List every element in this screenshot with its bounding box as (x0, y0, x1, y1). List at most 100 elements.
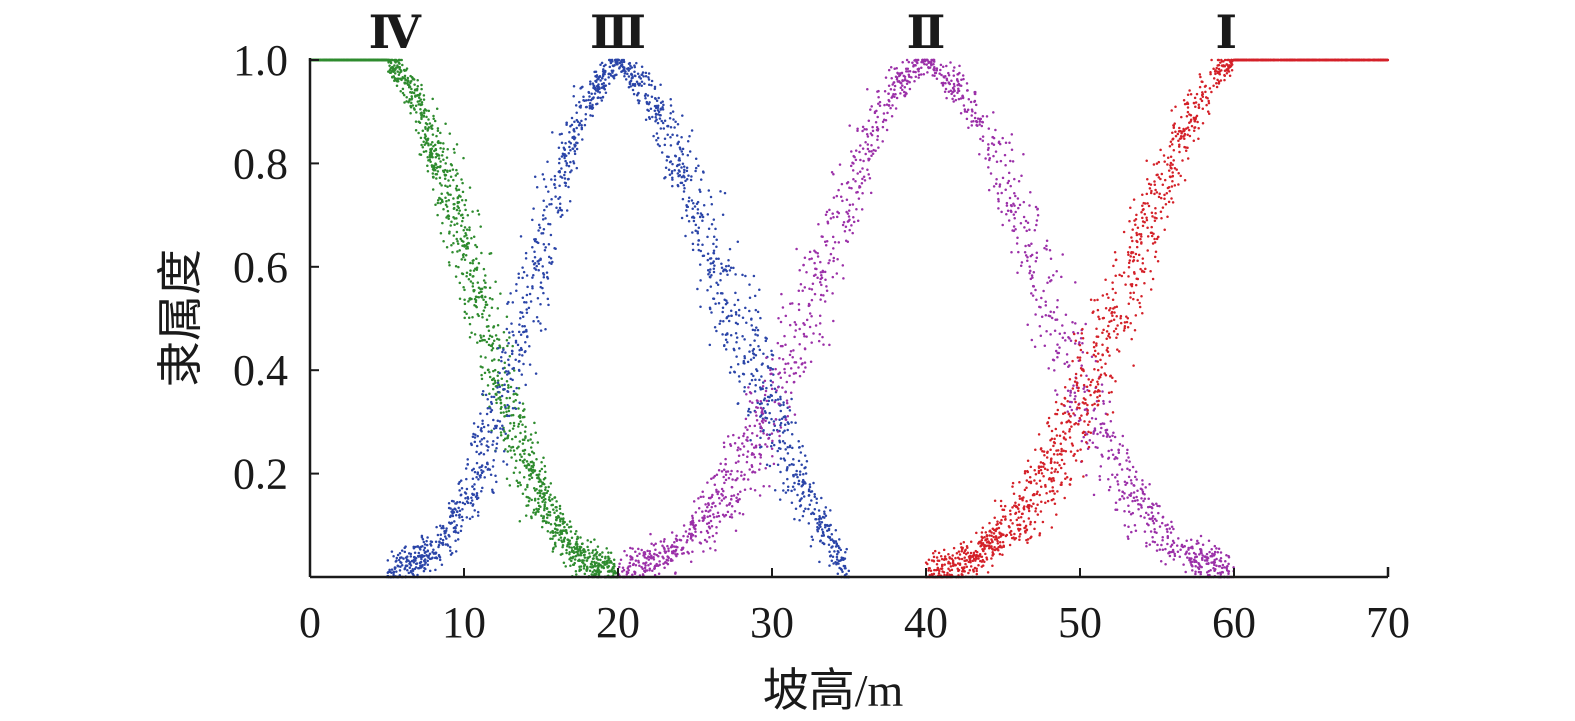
data-point (454, 265, 458, 268)
data-point (819, 271, 823, 274)
data-point (981, 114, 985, 118)
data-point (420, 87, 423, 91)
data-point (461, 518, 464, 522)
data-point (930, 60, 933, 64)
data-point (474, 304, 478, 308)
data-point (792, 457, 795, 461)
data-point (480, 427, 483, 430)
data-point (542, 495, 545, 499)
data-point (633, 70, 636, 73)
data-point (847, 569, 851, 573)
data-point (563, 181, 567, 184)
data-point (798, 519, 801, 522)
data-point (1123, 524, 1127, 527)
data-point (388, 64, 391, 67)
data-point (418, 99, 421, 103)
data-point (548, 223, 552, 226)
data-point (693, 527, 696, 530)
data-point (758, 386, 762, 389)
data-point (1160, 543, 1163, 547)
data-point (541, 214, 545, 217)
data-point (573, 547, 577, 551)
data-point (987, 127, 991, 130)
data-point (1122, 497, 1126, 500)
data-point (692, 219, 696, 223)
data-point (573, 136, 577, 140)
data-point (541, 265, 544, 268)
data-point (595, 85, 599, 88)
data-point (454, 502, 457, 505)
data-point (1155, 519, 1158, 522)
data-point (709, 195, 713, 199)
data-point (480, 469, 483, 472)
data-point (631, 573, 634, 577)
data-point (1132, 491, 1136, 494)
data-point (778, 498, 782, 501)
data-point (505, 327, 509, 331)
data-point (1032, 285, 1035, 288)
data-point (870, 143, 873, 147)
data-point (1152, 521, 1156, 525)
data-point (771, 357, 774, 361)
data-point (511, 406, 515, 410)
data-point (829, 509, 832, 512)
data-point (733, 348, 736, 352)
data-point (1063, 362, 1066, 365)
data-point (1185, 551, 1188, 555)
data-point (455, 217, 458, 220)
data-point (557, 209, 560, 212)
data-point (539, 285, 542, 289)
data-point (452, 216, 455, 219)
data-point (454, 539, 457, 543)
data-point (1114, 501, 1118, 505)
data-point (409, 106, 413, 109)
data-point (1004, 188, 1007, 191)
data-point (498, 371, 501, 375)
data-point (542, 291, 545, 295)
data-point (673, 126, 676, 129)
data-point (450, 220, 453, 224)
data-point (409, 112, 412, 115)
data-point (537, 319, 540, 323)
data-point (980, 124, 984, 128)
data-point (505, 339, 509, 342)
data-point (992, 111, 995, 114)
data-point (483, 371, 487, 375)
data-point (1014, 194, 1017, 198)
data-point (828, 343, 831, 347)
data-point (505, 463, 509, 466)
data-point (836, 210, 839, 214)
data-point (653, 109, 657, 112)
data-point (692, 201, 695, 205)
data-point (539, 281, 543, 284)
data-point (404, 564, 408, 568)
data-point (824, 213, 828, 216)
data-point (995, 160, 999, 163)
data-point (405, 560, 408, 563)
data-point (834, 545, 838, 548)
data-point (746, 478, 750, 481)
data-point (502, 460, 505, 463)
data-point (952, 82, 956, 86)
data-point (1054, 349, 1058, 353)
data-point (517, 422, 521, 426)
data-point (1210, 548, 1213, 551)
data-point (774, 417, 778, 421)
data-point (814, 517, 818, 521)
data-point (965, 117, 969, 121)
data-point (715, 257, 718, 261)
data-point (486, 406, 490, 410)
data-point (579, 106, 582, 109)
data-point (753, 489, 757, 492)
data-point (580, 542, 584, 546)
data-point (1082, 387, 1085, 390)
data-point (784, 418, 788, 422)
data-point (860, 181, 864, 185)
data-point (567, 185, 570, 189)
data-point (431, 133, 435, 136)
data-point (875, 128, 879, 132)
data-point (454, 513, 458, 517)
data-point (426, 563, 430, 566)
data-point (866, 135, 870, 138)
data-point (694, 229, 697, 232)
